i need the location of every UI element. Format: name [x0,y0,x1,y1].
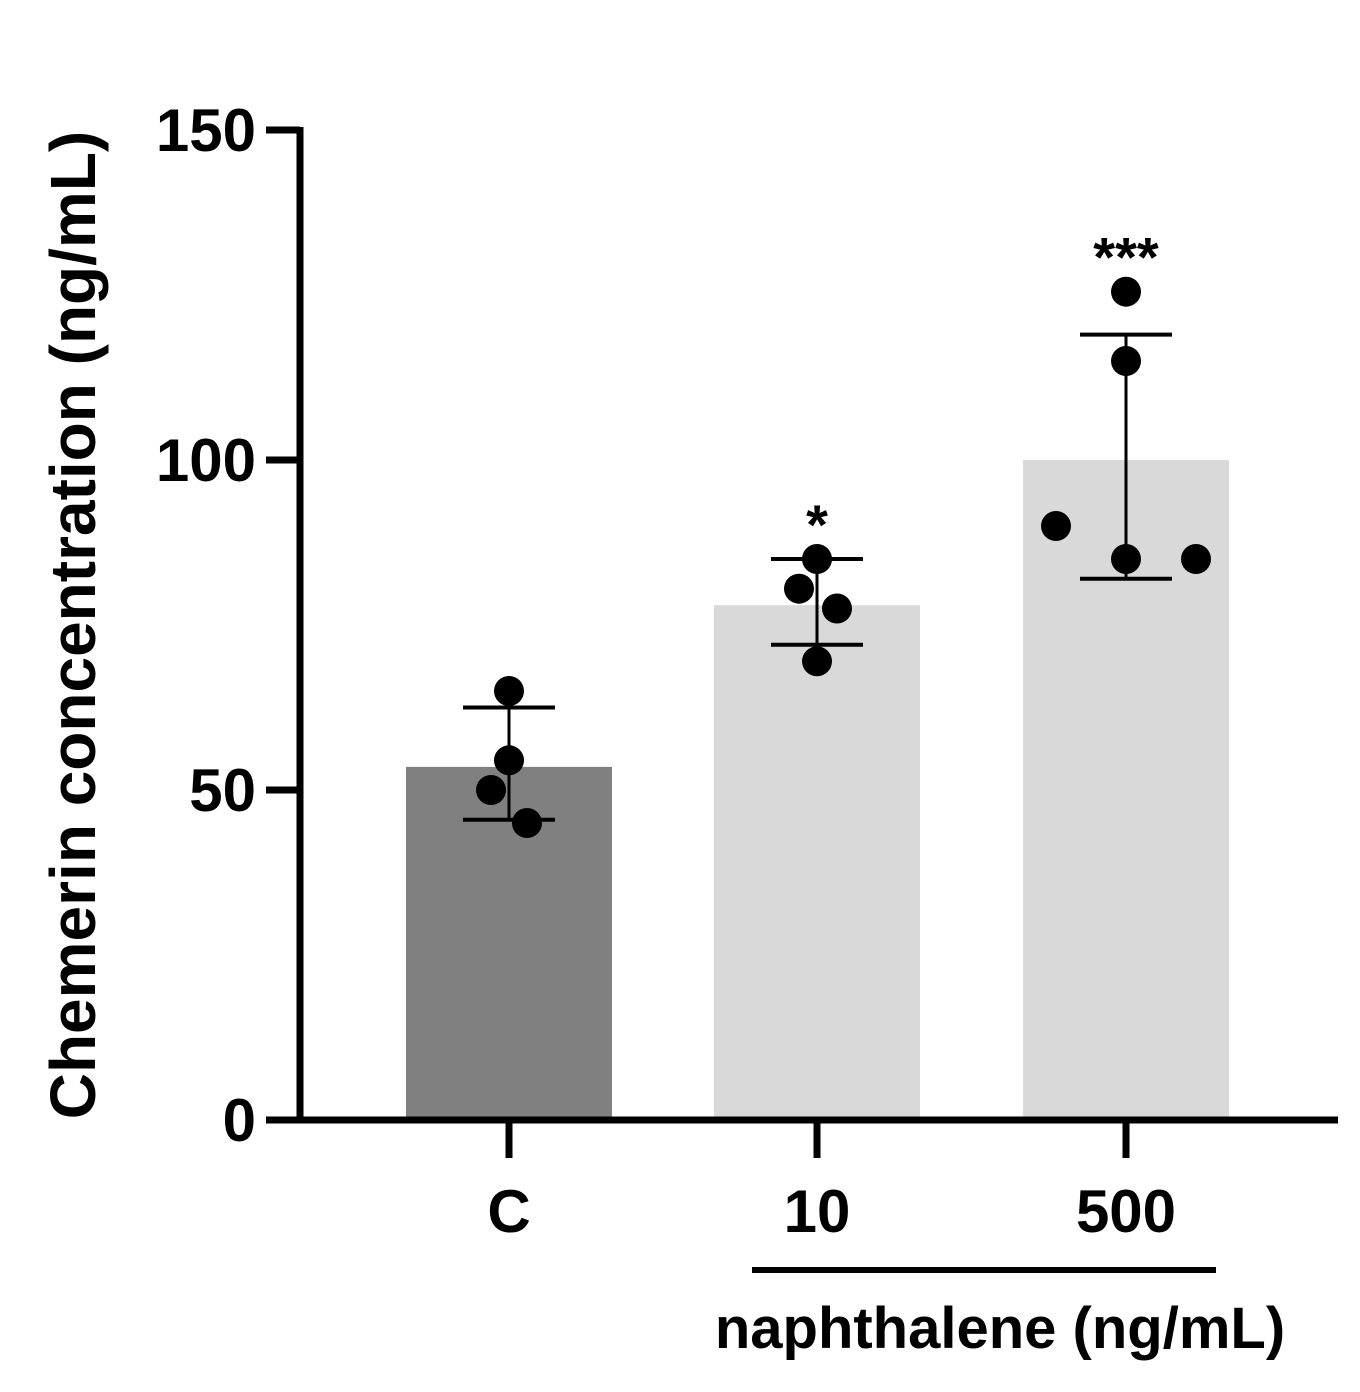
data-point-C [494,676,524,706]
group-label: naphthalene (ng/mL) [715,1296,1285,1361]
y-tick-label: 150 [156,97,256,164]
x-tick-label: 10 [784,1178,851,1245]
x-tick-label: 500 [1076,1178,1176,1245]
y-axis-label: Chemerin concentration (ng/mL) [37,131,109,1120]
significance-marker: *** [1093,226,1159,289]
significance-marker: * [806,493,828,556]
data-point-C [512,808,542,838]
y-tick-label: 100 [156,427,256,494]
data-point-500 [1111,346,1141,376]
data-point-10 [784,573,814,604]
data-point-C [476,775,506,805]
y-tick-label: 50 [189,757,256,824]
data-point-10 [802,544,832,574]
y-tick-label: 0 [223,1087,256,1154]
data-point-500 [1181,544,1211,574]
data-point-500 [1041,511,1071,541]
bar-10 [714,605,920,1120]
data-point-500 [1111,276,1141,307]
bar-C [406,766,612,1120]
x-tick-label: C [487,1178,530,1245]
data-point-10 [822,593,852,624]
data-point-10 [802,646,832,677]
data-point-C [494,745,524,776]
data-point-500 [1111,544,1141,574]
